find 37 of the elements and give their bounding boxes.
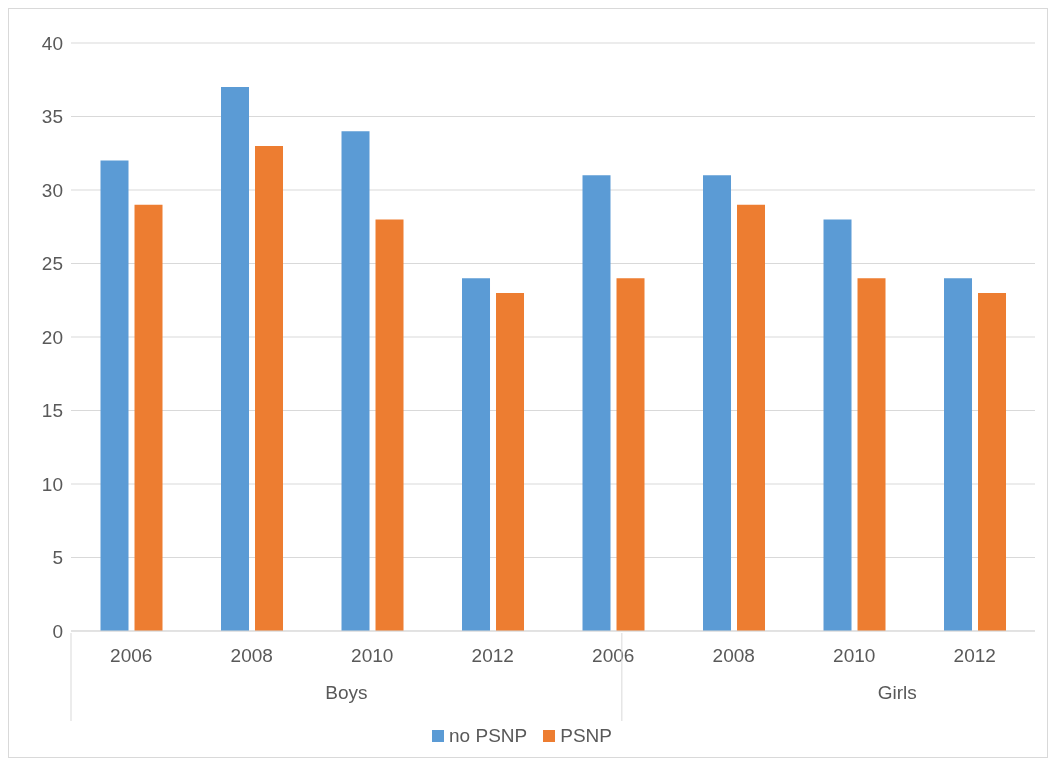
bar: [857, 278, 886, 631]
y-tick-label: 20: [41, 326, 63, 348]
x-tick-label: 2006: [110, 645, 153, 667]
x-tick-label: 2006: [592, 645, 635, 667]
x-tick-label: 2010: [351, 645, 394, 667]
bar: [221, 87, 250, 631]
x-tick-label: 2010: [833, 645, 876, 667]
y-tick-label: 25: [41, 253, 63, 275]
y-tick-label: 35: [41, 106, 63, 128]
bar: [944, 278, 973, 631]
x-tick-label: 2008: [230, 645, 273, 667]
x-tick-label: 2012: [953, 645, 996, 667]
y-tick-label: 5: [52, 547, 63, 569]
bar: [823, 219, 852, 631]
text: Girls: [877, 682, 917, 703]
bar: [496, 292, 525, 631]
bar: [703, 175, 732, 631]
y-tick-label: 10: [41, 473, 63, 495]
bar: [100, 160, 129, 631]
bar: [737, 204, 766, 631]
y-tick-label: 40: [41, 32, 63, 54]
y-tick-label: 30: [41, 179, 63, 201]
legend-label: PSNP: [559, 725, 612, 747]
bar: [134, 204, 163, 631]
bar: [255, 145, 284, 631]
bar: [341, 131, 370, 631]
bar: [462, 278, 491, 631]
y-tick-label: 0: [52, 620, 63, 642]
bar: [582, 175, 611, 631]
x-tick-label: 2008: [712, 645, 755, 667]
text: Boys: [325, 682, 368, 703]
bar: [978, 292, 1007, 631]
y-tick-label: 15: [41, 400, 63, 422]
bar: [375, 219, 404, 631]
legend-label: no PSNP: [448, 725, 528, 747]
bar: [616, 278, 645, 631]
x-tick-label: 2012: [471, 645, 514, 667]
